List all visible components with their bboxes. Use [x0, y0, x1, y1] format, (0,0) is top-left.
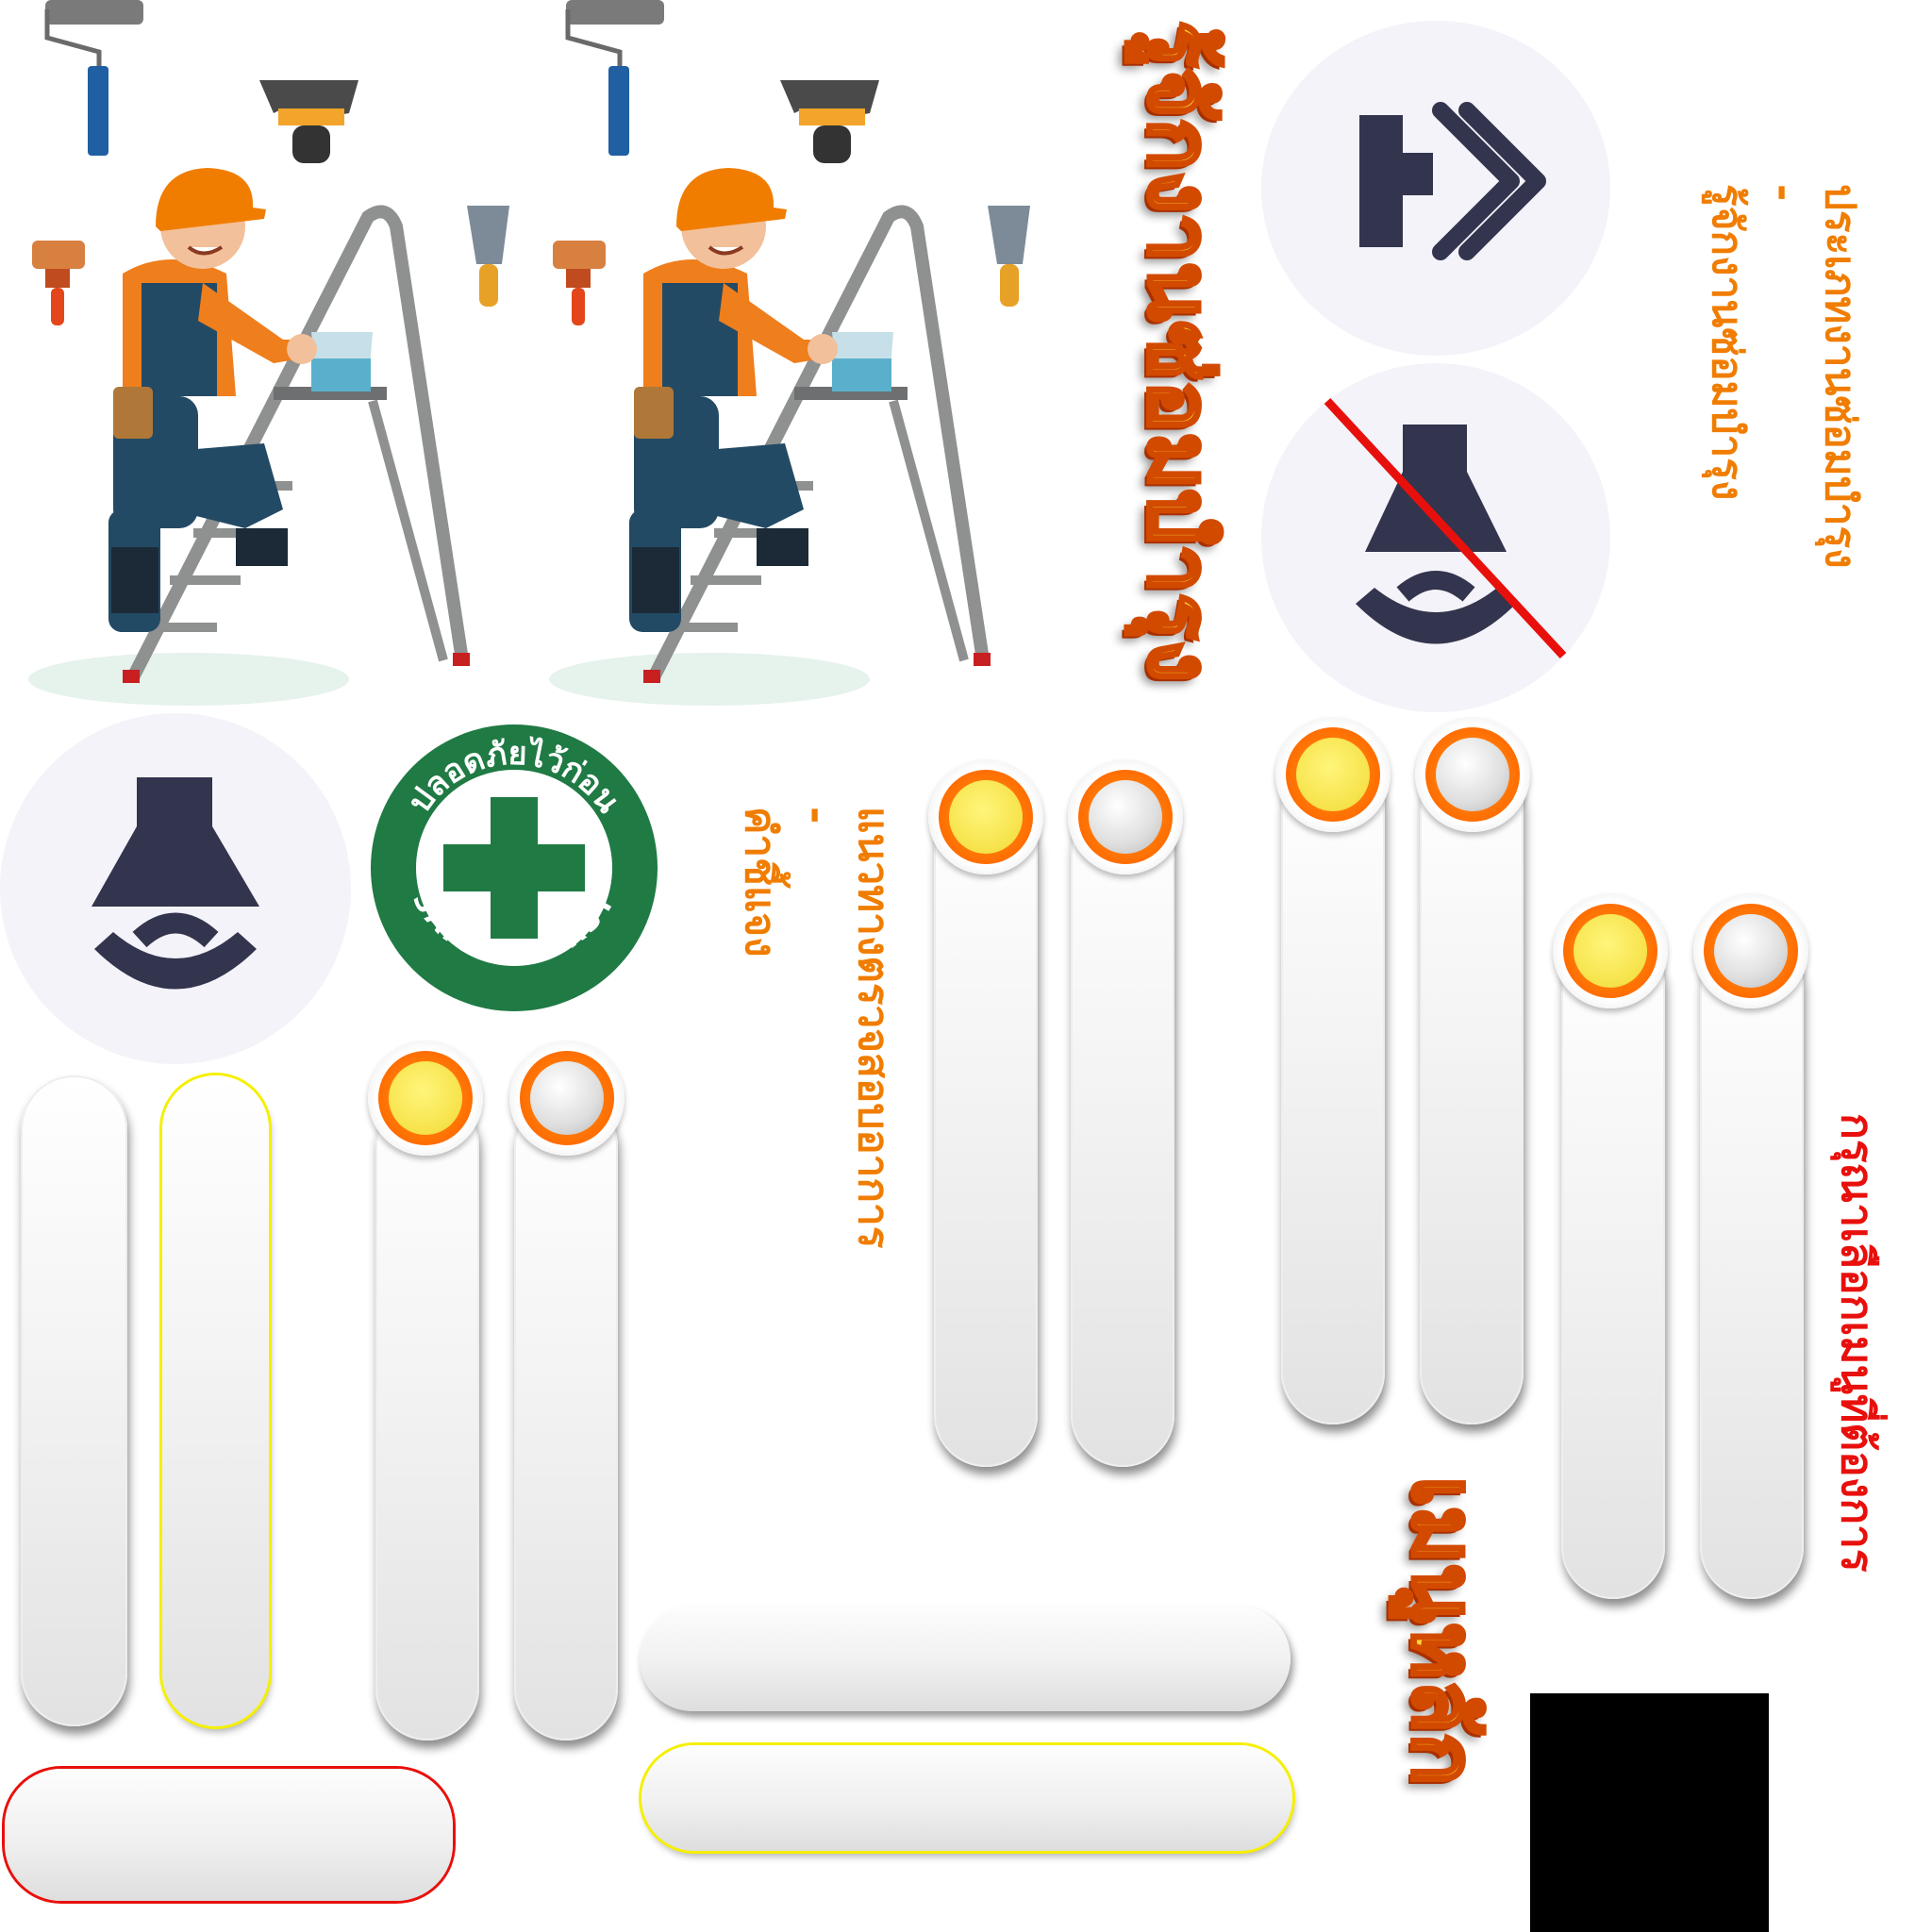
label-check-steps: แนวทางตรวจสอบอาการ - คำชี้แจง — [731, 807, 901, 1248]
bell-muted-icon — [1324, 397, 1567, 659]
toggle-knob-on[interactable] — [1553, 893, 1668, 1008]
knob-core-off — [1714, 914, 1788, 988]
slider-track[interactable] — [1700, 934, 1804, 1599]
toggle-knob-off[interactable] — [1415, 717, 1530, 832]
toggle-knob-off[interactable] — [509, 1041, 625, 1156]
knob-core-on — [949, 780, 1023, 854]
slider-track[interactable] — [375, 1094, 479, 1740]
toggle-knob-on[interactable] — [1275, 717, 1391, 832]
slider-track[interactable] — [1281, 755, 1385, 1424]
toggle-knob-off[interactable] — [1068, 759, 1183, 874]
safety-first-badge: ปลอดภัยไว้ก่อน SAFETY FIRST — [371, 724, 658, 1011]
slider-track[interactable] — [1561, 934, 1665, 1599]
menu-button-bar[interactable] — [640, 1606, 1291, 1711]
label-maintenance-types: ประเภทงานซ่อมบำรุง - รู้จักงานซ่อมบำรุง — [1698, 184, 1868, 569]
slider-track[interactable] — [1071, 797, 1174, 1467]
toggle-knob-on[interactable] — [928, 759, 1043, 874]
painter-illustration — [0, 0, 1038, 717]
slider-track[interactable] — [1420, 755, 1524, 1424]
label-select-menu: กรุณาเลือกเมนูที่ต้องการ — [1832, 1113, 1883, 1573]
double-chevron-right-icon — [1359, 102, 1546, 260]
menu-button-bar-selected[interactable] — [5, 1769, 453, 1901]
title-repair-types: รู้จักงานซ่อมบำรุง — [1127, 19, 1232, 684]
bell-icon — [92, 777, 259, 990]
black-panel — [1530, 1693, 1769, 1932]
knob-core-off — [1436, 738, 1509, 811]
toggle-knob-on[interactable] — [368, 1041, 483, 1156]
sound-on-button[interactable] — [0, 713, 351, 1064]
maintenance-types-text: ประเภทงานซ่อมบำรุง - รู้จักงานซ่อมบำรุง — [1703, 184, 1864, 569]
knob-core-off — [1089, 780, 1162, 854]
knob-core-off — [530, 1061, 604, 1135]
menu-button-bar-highlighted[interactable] — [641, 1745, 1292, 1851]
slider-track-highlighted[interactable] — [162, 1075, 269, 1726]
next-button[interactable] — [1261, 21, 1610, 356]
knob-core-on — [389, 1061, 462, 1135]
knob-core-on — [1574, 914, 1647, 988]
knob-core-on — [1296, 738, 1370, 811]
title-main-menu: เมนูหลัก — [1391, 1474, 1496, 1788]
sound-off-button[interactable] — [1261, 363, 1610, 712]
slider-track[interactable] — [514, 1094, 618, 1740]
slider-track[interactable] — [934, 797, 1038, 1467]
check-steps-text: แนวทางตรวจสอบอาการ - คำชี้แจง — [736, 807, 897, 1249]
toggle-knob-off[interactable] — [1693, 893, 1808, 1008]
slider-track[interactable] — [21, 1075, 127, 1726]
